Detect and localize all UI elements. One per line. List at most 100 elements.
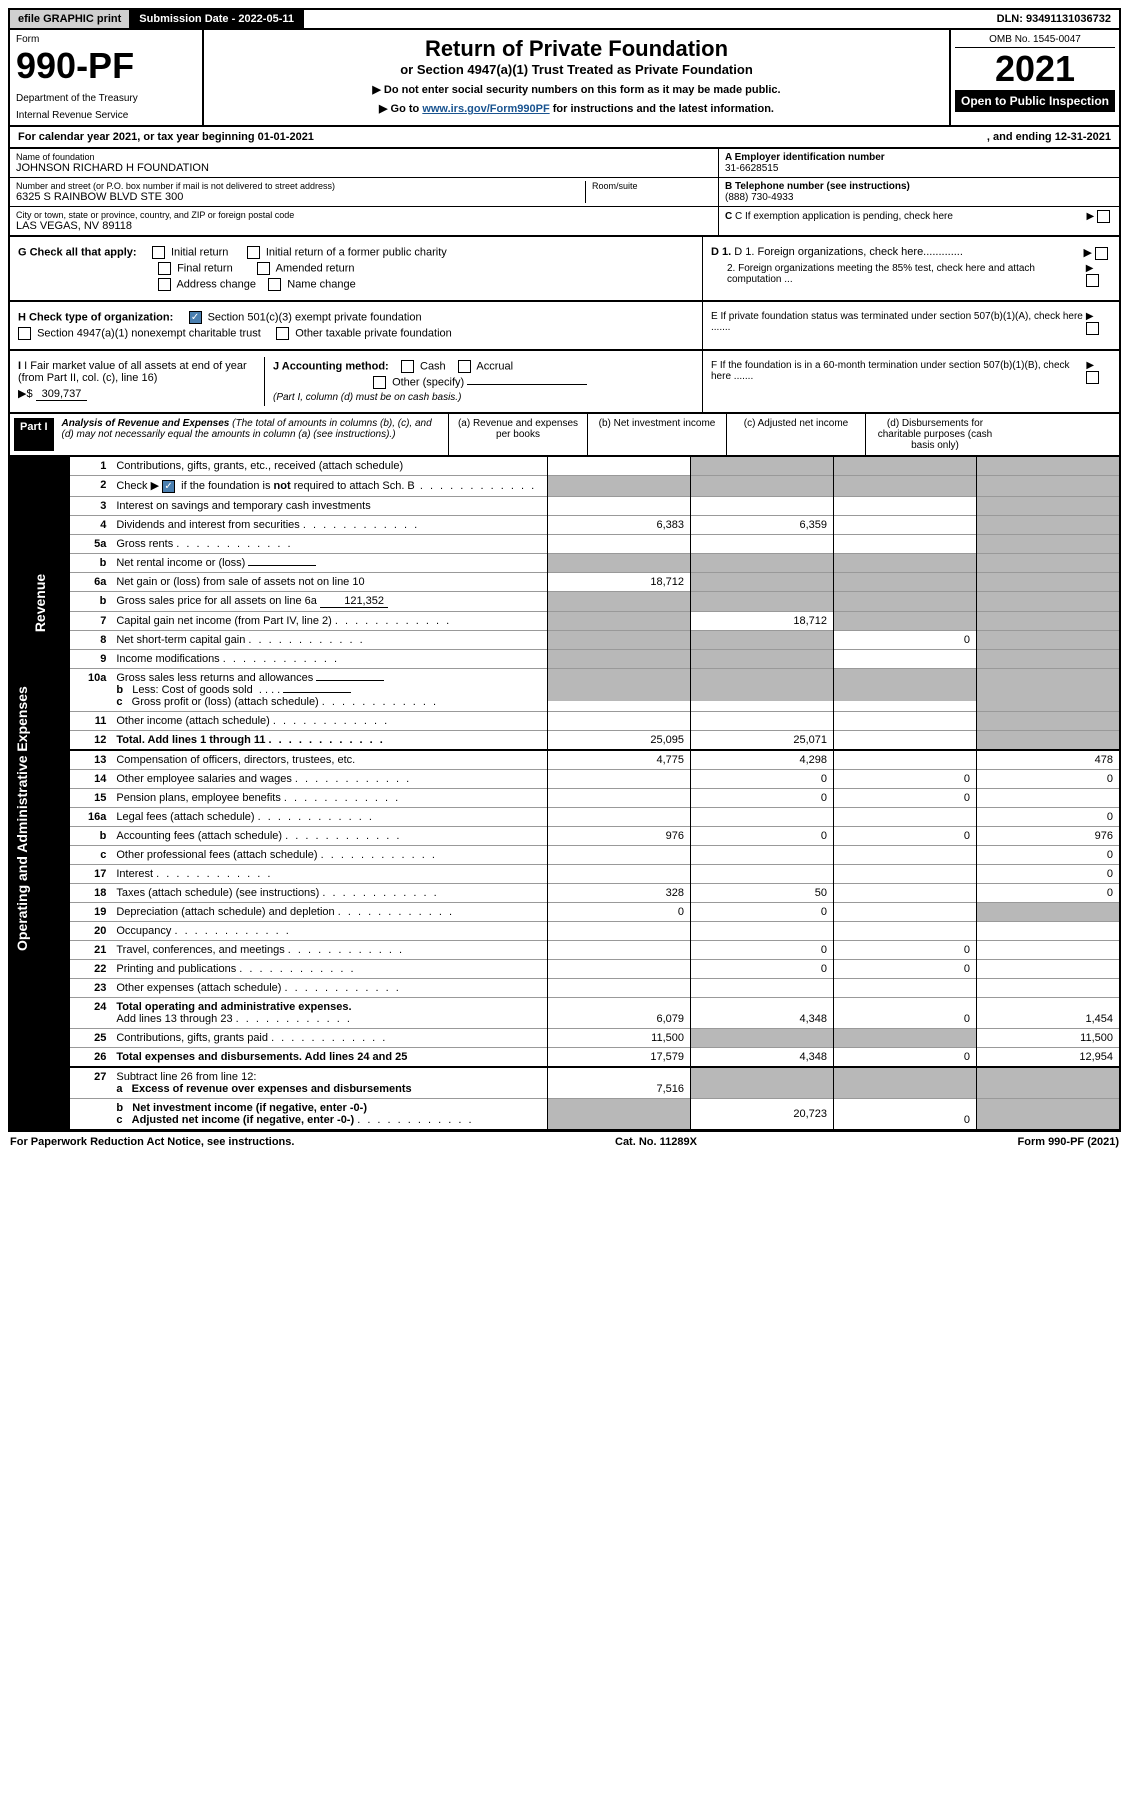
l23-num: 23 (70, 978, 112, 997)
col-a-header: (a) Revenue and expenses per books (449, 414, 588, 455)
l16c-desc: Other professional fees (attach schedule… (112, 845, 547, 864)
instr2-pre: ▶ Go to (379, 103, 422, 115)
line-12: 12 Total. Add lines 1 through 11 25,095 … (9, 730, 1120, 750)
l27bc-desc: b Net investment income (if negative, en… (112, 1098, 547, 1130)
line-21: 21 Travel, conferences, and meetings 0 0 (9, 940, 1120, 959)
dln-label: DLN: (997, 13, 1026, 25)
l4-b: 6,359 (691, 515, 834, 534)
l8-num: 8 (70, 630, 112, 649)
l2-num: 2 (70, 476, 112, 497)
part1-title: Analysis of Revenue and Expenses (62, 418, 230, 429)
col-d-header: (d) Disbursements for charitable purpose… (866, 414, 1004, 455)
line-24: 24 Total operating and administrative ex… (9, 997, 1120, 1028)
l6a-a: 18,712 (548, 572, 691, 591)
l13-b: 4,298 (691, 750, 834, 770)
g-initial-former-checkbox[interactable] (247, 246, 260, 259)
line-6b: b Gross sales price for all assets on li… (9, 591, 1120, 611)
city-state-zip: LAS VEGAS, NV 89118 (16, 220, 712, 232)
g-final-checkbox[interactable] (158, 262, 171, 275)
submission-value: 2022-05-11 (238, 13, 294, 25)
f-row: F If the foundation is in a 60-month ter… (711, 360, 1111, 384)
h-4947: Section 4947(a)(1) nonexempt charitable … (37, 327, 261, 339)
l2-checkbox[interactable] (162, 480, 175, 493)
line-27: 27 Subtract line 26 from line 12: a Exce… (9, 1067, 1120, 1099)
j-cash-checkbox[interactable] (401, 360, 414, 373)
line-4: 4 Dividends and interest from securities… (9, 515, 1120, 534)
e-checkbox[interactable] (1086, 322, 1099, 335)
part1-label: Part I (14, 418, 54, 451)
h-row1: H Check type of organization: Section 50… (18, 311, 694, 324)
c-checkbox[interactable] (1097, 210, 1110, 223)
d2-checkbox[interactable] (1086, 274, 1099, 287)
l1-num: 1 (70, 457, 112, 476)
form-year-block: OMB No. 1545-0047 2021 Open to Public In… (951, 30, 1119, 125)
g-label: G Check all that apply: (18, 246, 137, 258)
l2-desc: Check ▶ if the foundation is not require… (112, 476, 547, 497)
form990pf-link[interactable]: www.irs.gov/Form990PF (422, 103, 549, 115)
g-initial-checkbox[interactable] (152, 246, 165, 259)
l17-d: 0 (977, 864, 1121, 883)
line-2: 2 Check ▶ if the foundation is not requi… (9, 476, 1120, 497)
l22-c: 0 (834, 959, 977, 978)
top-bar: efile GRAPHIC print Submission Date - 20… (8, 8, 1121, 30)
l26-a: 17,579 (548, 1047, 691, 1067)
line-27bc: b Net investment income (if negative, en… (9, 1098, 1120, 1130)
l15-b: 0 (691, 788, 834, 807)
dln-value: 93491131036732 (1026, 13, 1111, 25)
d1-checkbox[interactable] (1095, 247, 1108, 260)
checks-section: G Check all that apply: Initial return I… (8, 237, 1121, 302)
j-row: J Accounting method: Cash Accrual (273, 360, 694, 373)
l16b-d: 976 (977, 826, 1121, 845)
l24-b: 4,348 (691, 997, 834, 1028)
line-9: 9 Income modifications (9, 649, 1120, 668)
line-6a: 6a Net gain or (loss) from sale of asset… (9, 572, 1120, 591)
submission-label: Submission Date - (139, 13, 238, 25)
line-25: 25 Contributions, gifts, grants paid 11,… (9, 1028, 1120, 1047)
e-text: E If private foundation status was termi… (711, 311, 1086, 335)
calendar-year-row: For calendar year 2021, or tax year begi… (8, 127, 1121, 149)
efile-print-button[interactable]: efile GRAPHIC print (10, 10, 131, 28)
l18-a: 328 (548, 883, 691, 902)
part1-header: Part I Analysis of Revenue and Expenses … (8, 414, 1121, 457)
h-4947-checkbox[interactable] (18, 327, 31, 340)
h-501c3: Section 501(c)(3) exempt private foundat… (208, 311, 422, 323)
l27-desc: Subtract line 26 from line 12: a Excess … (112, 1067, 547, 1099)
l20-desc: Occupancy (112, 921, 547, 940)
tax-year: 2021 (955, 48, 1115, 90)
c-label: C C If exemption application is pending,… (725, 211, 953, 222)
l16c-num: c (70, 845, 112, 864)
f-checkbox[interactable] (1086, 371, 1099, 384)
col-b-header: (b) Net investment income (588, 414, 727, 455)
j-other-checkbox[interactable] (373, 376, 386, 389)
line-11: 11 Other income (attach schedule) (9, 711, 1120, 730)
phone-value: (888) 730-4933 (725, 192, 1113, 203)
city-label: City or town, state or province, country… (16, 210, 712, 220)
g-initial: Initial return (171, 246, 228, 258)
l16c-d: 0 (977, 845, 1121, 864)
l12-num: 12 (70, 730, 112, 750)
foundation-name-cell: Name of foundation JOHNSON RICHARD H FOU… (10, 149, 718, 178)
room-label: Room/suite (592, 181, 712, 191)
l4-desc: Dividends and interest from securities (112, 515, 547, 534)
h-501c3-checkbox[interactable] (189, 311, 202, 324)
l4-a: 6,383 (548, 515, 691, 534)
form-instruction-1: ▶ Do not enter social security numbers o… (212, 83, 941, 96)
l19-a: 0 (548, 902, 691, 921)
l22-num: 22 (70, 959, 112, 978)
l8-desc: Net short-term capital gain (112, 630, 547, 649)
l14-num: 14 (70, 769, 112, 788)
ein-cell: A Employer identification number 31-6628… (719, 149, 1119, 178)
l3-num: 3 (70, 496, 112, 515)
l6b-inline: 121,352 (320, 595, 388, 608)
g-amended: Amended return (276, 262, 355, 274)
d2-row: 2. Foreign organizations meeting the 85%… (711, 263, 1111, 287)
g-amended-checkbox[interactable] (257, 262, 270, 275)
line-16c: c Other professional fees (attach schedu… (9, 845, 1120, 864)
g-addr-checkbox[interactable] (158, 278, 171, 291)
h-other-checkbox[interactable] (276, 327, 289, 340)
submission-date: Submission Date - 2022-05-11 (131, 10, 304, 28)
l24-num: 24 (70, 997, 112, 1028)
g-row: G Check all that apply: Initial return I… (18, 246, 694, 259)
j-accrual-checkbox[interactable] (458, 360, 471, 373)
g-name-checkbox[interactable] (268, 278, 281, 291)
